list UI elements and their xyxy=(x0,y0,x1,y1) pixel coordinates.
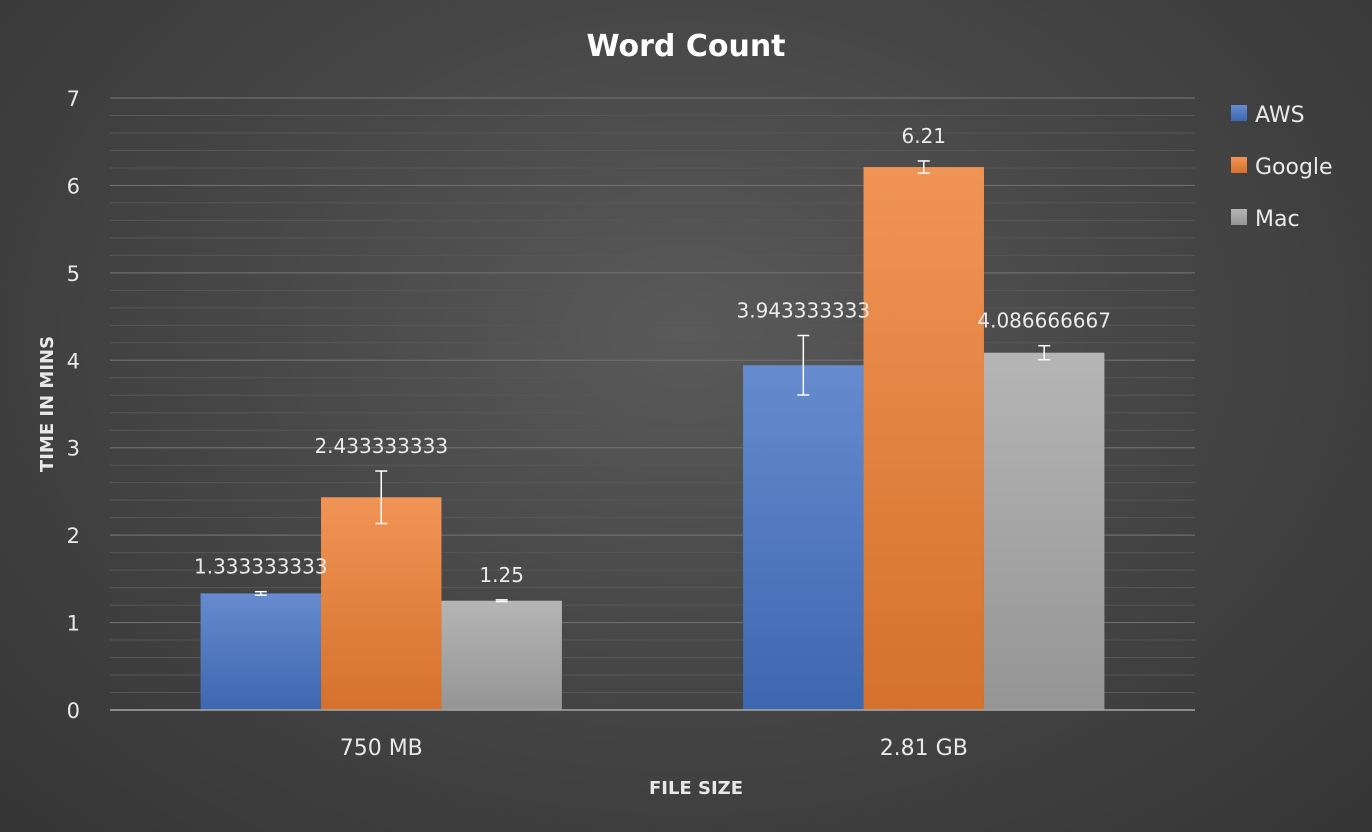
y-tick-label: 0 xyxy=(67,699,80,723)
y-tick-label: 7 xyxy=(67,87,80,111)
axes: 0 1 2 3 4 5 6 7 750 MB 2.81 GB xyxy=(67,87,1195,761)
legend-label-mac: Mac xyxy=(1255,207,1300,232)
legend: AWS Google Mac xyxy=(1231,103,1333,232)
y-axis-title: TIME IN MINS xyxy=(37,336,58,472)
data-label: 2.433333333 xyxy=(314,434,448,458)
bar-google-1 xyxy=(863,167,984,710)
bar-mac-0 xyxy=(441,600,562,710)
bar-mac-1 xyxy=(983,352,1105,710)
legend-swatch-google xyxy=(1231,157,1247,173)
bar-google-0 xyxy=(321,497,442,710)
data-label: 1.333333333 xyxy=(194,555,328,579)
x-tick-label: 750 MB xyxy=(340,736,423,761)
legend-label-aws: AWS xyxy=(1255,103,1305,128)
y-tick-label: 2 xyxy=(67,524,80,548)
x-axis-title: FILE SIZE xyxy=(649,778,743,799)
data-label: 1.25 xyxy=(479,563,524,587)
data-label: 6.21 xyxy=(901,124,946,148)
x-tick-label: 2.81 GB xyxy=(880,736,968,761)
legend-swatch-mac xyxy=(1231,209,1247,225)
legend-swatch-aws xyxy=(1231,105,1247,121)
bar-aws-1 xyxy=(743,365,864,710)
bar-aws-0 xyxy=(200,593,322,710)
chart-title: Word Count xyxy=(586,29,785,64)
y-tick-label: 4 xyxy=(67,349,80,373)
y-tick-label: 6 xyxy=(67,174,80,198)
y-tick-label: 5 xyxy=(67,262,80,286)
bars xyxy=(200,167,1105,710)
data-label: 4.086666667 xyxy=(977,309,1111,333)
y-tick-label: 1 xyxy=(67,612,80,636)
data-labels: 1.333333333 2.433333333 1.25 3.943333333 6.2… xyxy=(194,124,1111,603)
y-tick-label: 3 xyxy=(67,437,80,461)
legend-label-google: Google xyxy=(1255,155,1333,180)
data-label: 3.943333333 xyxy=(737,299,871,323)
